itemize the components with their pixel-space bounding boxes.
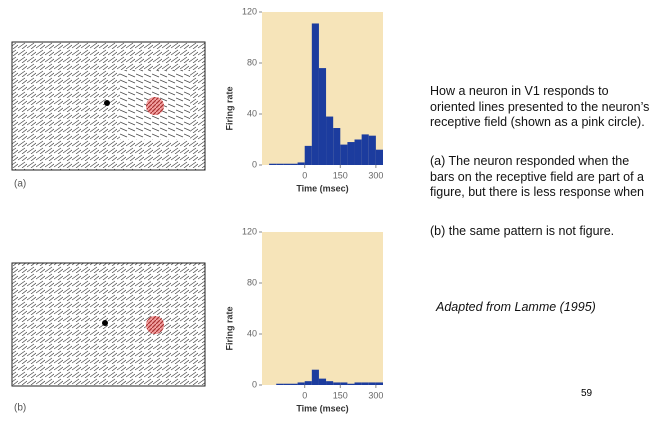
x-tick-label: 300 bbox=[368, 390, 383, 400]
x-axis-label: Time (msec) bbox=[296, 403, 348, 413]
x-tick-label: 150 bbox=[333, 170, 348, 180]
bar bbox=[311, 23, 319, 165]
paragraph: How a neuron in V1 responds to oriented … bbox=[430, 84, 650, 129]
bar bbox=[290, 163, 298, 165]
bar bbox=[368, 135, 376, 165]
bar bbox=[340, 382, 348, 385]
x-tick-label: 0 bbox=[302, 390, 307, 400]
x-tick-label: 0 bbox=[302, 170, 307, 180]
bar bbox=[311, 369, 319, 385]
bar bbox=[333, 382, 341, 385]
stimulus-b bbox=[11, 262, 206, 387]
bar bbox=[276, 163, 284, 165]
bar bbox=[304, 381, 312, 385]
bar bbox=[283, 163, 291, 165]
bar bbox=[361, 382, 369, 385]
x-tick-label: 300 bbox=[368, 170, 383, 180]
panel-label: (b) bbox=[14, 403, 26, 414]
y-tick-label: 0 bbox=[252, 159, 257, 169]
bar bbox=[333, 128, 341, 165]
bar bbox=[326, 116, 334, 165]
y-tick-label: 120 bbox=[242, 6, 257, 16]
y-tick-label: 40 bbox=[247, 328, 257, 338]
bar bbox=[340, 144, 348, 165]
bar bbox=[375, 149, 383, 165]
x-axis-label: Time (msec) bbox=[296, 183, 348, 193]
paragraph: (a) The neuron responded when the bars o… bbox=[430, 154, 645, 199]
y-axis-label: Firing rate bbox=[224, 306, 234, 350]
bar bbox=[361, 134, 369, 165]
bar bbox=[297, 382, 305, 385]
bar bbox=[318, 68, 327, 165]
x-tick-label: 150 bbox=[333, 390, 348, 400]
bar bbox=[326, 381, 334, 385]
bar bbox=[347, 142, 355, 165]
bar bbox=[354, 139, 362, 165]
bar bbox=[375, 382, 383, 385]
bar bbox=[283, 383, 291, 385]
bar bbox=[347, 383, 355, 385]
panel-label: (a) bbox=[14, 179, 26, 190]
y-tick-label: 0 bbox=[252, 379, 257, 389]
y-axis-label: Firing rate bbox=[224, 86, 234, 130]
y-tick-label: 40 bbox=[247, 108, 257, 118]
y-tick-label: 120 bbox=[242, 226, 257, 236]
bar bbox=[269, 163, 277, 165]
bar bbox=[297, 162, 305, 165]
plot-background bbox=[262, 232, 383, 385]
stimulus-a bbox=[11, 41, 206, 171]
bar bbox=[318, 378, 327, 385]
paragraph: (b) the same pattern is not figure. bbox=[430, 224, 615, 238]
bar bbox=[354, 382, 362, 385]
bar bbox=[304, 145, 312, 165]
bar bbox=[276, 383, 284, 385]
bar bbox=[368, 382, 376, 385]
y-tick-label: 80 bbox=[247, 277, 257, 287]
credit: Adapted from Lamme (1995) bbox=[436, 300, 596, 314]
y-tick-label: 80 bbox=[247, 57, 257, 67]
bar bbox=[290, 383, 298, 385]
page-number: 59 bbox=[581, 388, 593, 399]
